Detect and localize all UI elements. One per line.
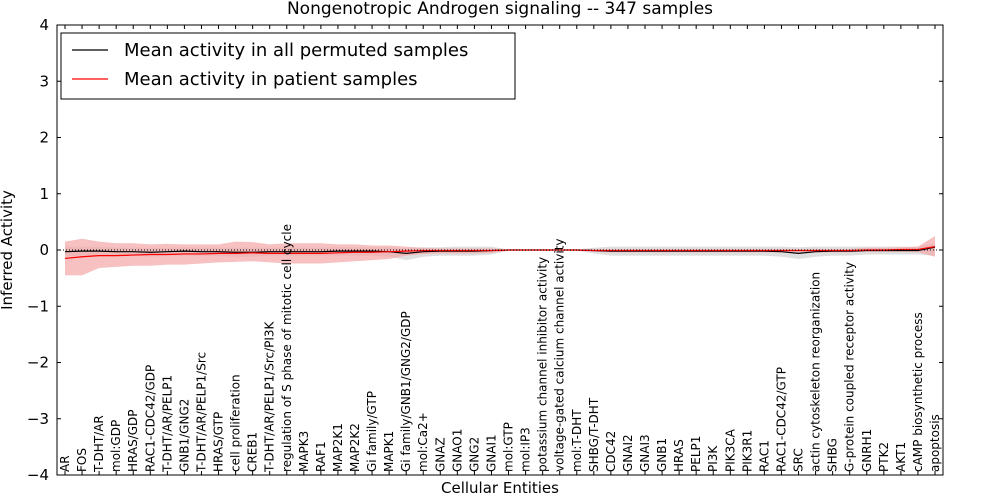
category-label: mol:Ca2+ [416, 412, 430, 472]
category-label: T-DHT/AR/PELP1/Src/PI3K [263, 320, 277, 473]
y-axis-label: Inferred Activity [0, 190, 16, 310]
category-label: T-DHT/AR [92, 415, 106, 473]
category-label: AR [58, 455, 72, 472]
category-label: MAP2K2 [348, 423, 362, 472]
category-label: RAC1-CDC42/GDP [143, 365, 157, 472]
category-label: MAPK3 [297, 431, 311, 472]
legend-box [60, 32, 516, 100]
legend: Mean activity in all permuted samples Me… [60, 32, 516, 100]
category-label: FOS [75, 448, 89, 472]
category-label: RAC1 [757, 440, 771, 472]
category-label: regulation of S phase of mitotic cell cy… [280, 224, 294, 472]
chart-title: Nongenotropic Androgen signaling -- 347 … [287, 0, 713, 19]
y-tick-label: 0 [39, 241, 49, 259]
category-label: MAPK1 [382, 431, 396, 472]
category-label: GNAI1 [484, 434, 498, 472]
category-labels: AR FOS T-DHT/AR mol:GDP HRAS/GDP RAC1-CDC42/G… [58, 25, 942, 475]
category-label: RAF1 [314, 441, 328, 472]
category-label: PI3K [706, 445, 720, 472]
category-label: Gi family/GTP [365, 391, 379, 472]
y-tick-label: 4 [39, 16, 49, 34]
category-label: AKT1 [894, 442, 908, 472]
category-label: T-DHT/AR/PELP1 [160, 375, 174, 473]
category-label: potassium channel inhibitor activity [536, 257, 550, 472]
category-label: mol:GDP [109, 420, 123, 472]
band-patient [65, 235, 935, 276]
category-label: PTK2 [877, 442, 891, 472]
confidence-bands [65, 235, 935, 276]
category-label: GNB1/GNG2 [177, 399, 191, 472]
y-tick-label: 3 [39, 72, 49, 90]
series-lines [64, 246, 936, 260]
y-tick-label: −4 [27, 466, 49, 484]
category-label: PIK3CA [723, 428, 737, 472]
category-label: SRC [792, 448, 806, 472]
series-line-patient [64, 246, 936, 260]
category-label: HRAS/GDP [126, 409, 140, 472]
legend-label-patient: Mean activity in patient samples [124, 69, 418, 90]
category-label: GNB1 [655, 438, 669, 472]
category-label: PIK3R1 [740, 430, 754, 472]
y-tick-label: −1 [27, 297, 49, 315]
category-label: SHBG/T-DHT [587, 397, 601, 472]
category-label: SHBG [826, 438, 840, 472]
category-label: cell proliferation [229, 374, 243, 472]
legend-label-permuted: Mean activity in all permuted samples [124, 40, 468, 61]
category-label: GNRH1 [860, 429, 874, 472]
y-tick-label: −3 [27, 410, 49, 428]
category-label: GNAO1 [450, 429, 464, 472]
y-tick-label: 1 [39, 185, 49, 203]
category-label: MAP2K1 [331, 423, 345, 472]
category-label: RAC1-CDC42/GTP [774, 367, 788, 472]
category-label: GNG2 [467, 437, 481, 472]
category-label: cAMP biosynthetic process [911, 312, 925, 472]
category-label: actin cytoskeleton reorganization [809, 272, 823, 472]
category-label: HRAS [672, 439, 686, 472]
y-axis-ticks: −4 −3 −2 −1 0 1 2 3 4 [27, 16, 943, 484]
category-label: CREB1 [246, 432, 260, 472]
category-label: apoptosis [928, 414, 942, 472]
category-label: mol:T-DHT [570, 409, 584, 472]
y-tick-label: −2 [27, 354, 49, 372]
x-axis-label: Cellular Entities [441, 479, 559, 497]
category-label: GNAI3 [638, 434, 652, 472]
category-label: Gi family/GNB1/GNG2/GDP [399, 311, 413, 472]
category-label: voltage-gated calcium channel activity [553, 238, 567, 472]
category-label: T-DHT/AR/PELP1/Src [194, 352, 208, 473]
plot-frame [56, 24, 944, 476]
category-label: G-protein coupled receptor activity [843, 262, 857, 472]
category-label: mol:IP3 [519, 427, 533, 472]
y-tick-label: 2 [39, 129, 49, 147]
category-label: GNAZ [433, 437, 447, 472]
category-label: mol:GTP [502, 422, 516, 472]
category-label: GNAI2 [621, 434, 635, 472]
category-label: HRAS/GTP [212, 412, 226, 472]
category-label: CDC42 [604, 431, 618, 472]
category-label: PELP1 [689, 436, 703, 472]
